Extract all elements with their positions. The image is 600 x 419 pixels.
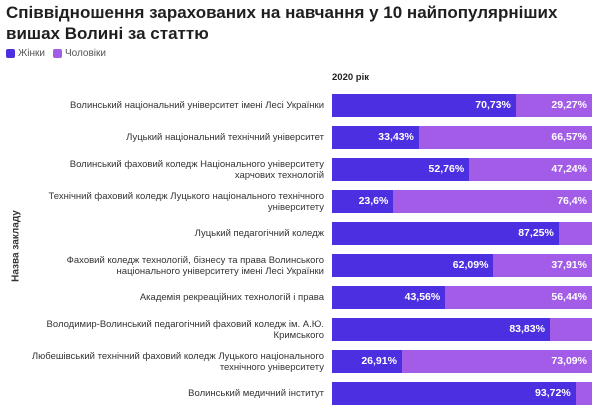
category-label: Волинський національний університет імен… <box>70 100 324 111</box>
data-label-men: 37,91% <box>551 259 587 271</box>
data-label-women: 62,09% <box>452 259 489 271</box>
data-label-women: 70,73% <box>475 99 511 111</box>
column-header: 2020 рік <box>332 72 369 83</box>
bar-row: 62,09% 37,91% <box>332 254 592 277</box>
bar-men[interactable] <box>401 350 592 373</box>
bar-men[interactable] <box>445 286 592 309</box>
data-label-men: 29,27% <box>551 99 587 111</box>
bar-row: 43,56% 56,44% <box>332 286 592 309</box>
bar-row: 83,83% <box>332 318 592 341</box>
bar-women[interactable] <box>332 126 419 149</box>
bar-women[interactable] <box>332 158 470 181</box>
bar-men[interactable] <box>515 94 592 117</box>
category-label: Академія рекреаційних технологій і права <box>139 292 324 303</box>
bar-men[interactable] <box>418 126 592 149</box>
legend-item-women[interactable]: Жінки <box>6 48 45 59</box>
bar-women[interactable] <box>332 254 494 277</box>
legend: Жінки Чоловіки <box>6 48 114 59</box>
legend-item-men[interactable]: Чоловіки <box>52 48 106 59</box>
chart-title: Співвідношення зарахованих на навчання у… <box>6 3 558 43</box>
bar-row: 93,72% <box>332 382 592 405</box>
legend-label-men: Чоловіки <box>64 48 106 59</box>
legend-label-women: Жінки <box>18 48 45 59</box>
data-label-women: 83,83% <box>509 323 545 335</box>
data-label-women: 52,76% <box>428 163 465 175</box>
data-label-women: 26,91% <box>361 355 397 367</box>
category-label: Волинський медичний інститут <box>188 388 324 399</box>
data-label-women: 23,6% <box>358 195 389 207</box>
category-label: Володимир-Волинський педагогічний фахови… <box>46 318 324 341</box>
category-label: Фаховий коледж технологій, бізнесу та пр… <box>66 254 324 277</box>
data-label-men: 76,4% <box>557 195 587 207</box>
category-label: Технічний фаховий коледж Луцького націон… <box>48 190 324 213</box>
data-label-men: 56,44% <box>551 291 587 303</box>
bar-women[interactable] <box>332 286 446 309</box>
data-label-women: 93,72% <box>535 387 571 399</box>
category-label: Волинський фаховий коледж Національного … <box>69 158 324 181</box>
bar-women[interactable] <box>332 222 559 245</box>
legend-swatch-men <box>52 49 62 58</box>
bar-row: 26,91% 73,09% <box>332 350 592 373</box>
data-label-women: 43,56% <box>404 291 441 303</box>
bar-women[interactable] <box>332 94 516 117</box>
bar-row: 70,73% 29,27% <box>332 94 592 117</box>
bar-men[interactable] <box>549 318 592 341</box>
bar-men[interactable] <box>493 254 592 277</box>
data-label-women: 87,25% <box>518 227 554 239</box>
bar-women[interactable] <box>332 382 576 405</box>
data-label-men: 47,24% <box>551 163 587 175</box>
bar-men[interactable] <box>393 190 592 213</box>
data-label-men: 73,09% <box>551 355 587 367</box>
data-label-women: 33,43% <box>378 131 414 143</box>
bar-row: 33,43% 66,57% <box>332 126 592 149</box>
bar-row: 52,76% 47,24% <box>332 158 592 181</box>
bar-men[interactable] <box>575 382 592 405</box>
bar-men[interactable] <box>558 222 592 245</box>
legend-swatch-women <box>6 49 15 58</box>
data-label-men: 66,57% <box>551 131 587 143</box>
bar-row: 87,25% <box>332 222 592 245</box>
category-label: Любешівський технічний фаховий коледж Лу… <box>31 350 324 373</box>
category-label: Луцький національний технічний університ… <box>126 132 324 143</box>
bar-women[interactable] <box>332 318 550 341</box>
category-label: Луцький педагогічний коледж <box>194 228 324 239</box>
bar-men[interactable] <box>469 158 592 181</box>
bar-women[interactable] <box>332 350 402 373</box>
bar-women[interactable] <box>332 190 394 213</box>
bar-row: 23,6% 76,4% <box>332 190 592 213</box>
